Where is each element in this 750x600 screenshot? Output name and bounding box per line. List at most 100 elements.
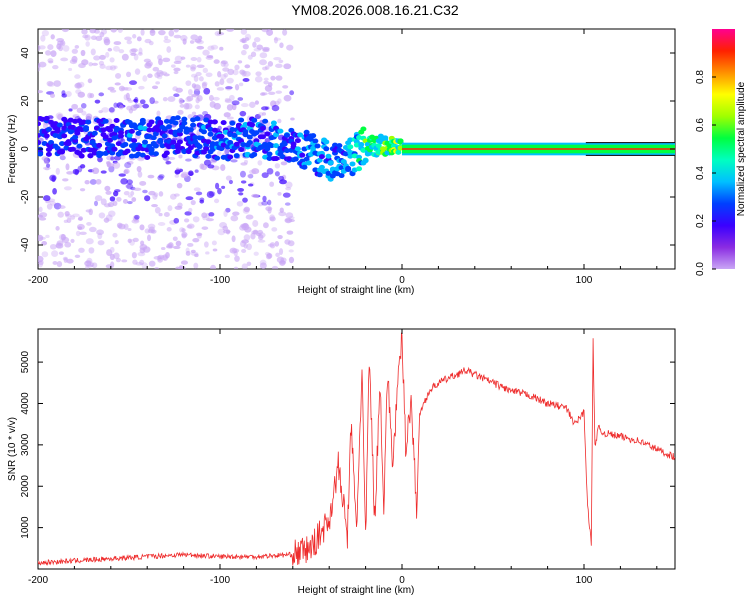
heatmap-cell (115, 141, 122, 147)
heatmap-cell (207, 45, 215, 51)
heatmap-cell (228, 94, 235, 101)
heatmap-cell (251, 152, 258, 158)
heatmap-cell (50, 34, 55, 40)
heatmap-cell (164, 35, 169, 40)
heatmap-cell (252, 219, 259, 227)
heatmap-cell (102, 134, 109, 140)
heatmap-cell (86, 221, 92, 226)
heatmap-cell (224, 254, 231, 259)
heatmap-cell (287, 240, 295, 247)
heatmap-cell (211, 240, 217, 246)
heatmap-cell (192, 135, 199, 141)
heatmap-cell (76, 107, 84, 114)
heatmap-cell (148, 260, 156, 267)
heatmap-cell (97, 240, 105, 246)
heatmap-cell (289, 90, 295, 96)
heatmap-cell (173, 34, 182, 39)
heatmap-cell (65, 139, 72, 145)
heatmap-cell (38, 234, 44, 242)
heatmap-cell (194, 104, 200, 110)
heatmap-cell (94, 29, 100, 34)
heatmap-cell (79, 231, 87, 235)
heatmap-cell (264, 65, 270, 70)
colorbar-tick-label: 0.2 (695, 214, 706, 228)
heatmap-cell (91, 150, 98, 156)
heatmap-cell (261, 200, 269, 206)
heatmap-cell (185, 80, 192, 86)
heatmap-cell (259, 125, 266, 131)
heatmap-cell (149, 97, 155, 105)
heatmap-cell (56, 260, 63, 268)
heatmap-cell (181, 116, 188, 122)
heatmap-cell (217, 187, 222, 195)
heatmap-cell (44, 167, 50, 171)
heatmap-cell (173, 70, 179, 75)
heatmap-cell (43, 115, 50, 121)
heatmap-cell (113, 45, 120, 52)
heatmap-cell (211, 127, 218, 133)
heatmap-cell (132, 237, 139, 243)
heatmap-cell (312, 138, 319, 144)
heatmap-cell (74, 82, 83, 89)
heatmap-cell (70, 215, 76, 220)
heatmap-cell (128, 128, 135, 134)
heatmap-cell (173, 93, 180, 98)
heatmap-cell (91, 62, 99, 66)
heatmap-cell (120, 178, 128, 185)
heatmap-cell (151, 85, 159, 90)
heatmap-cell (108, 107, 115, 113)
heatmap-cell (190, 249, 196, 254)
heatmap-cell (257, 160, 263, 166)
heatmap-cell (271, 265, 279, 269)
heatmap-cell (227, 154, 234, 160)
heatmap-cell (126, 97, 131, 101)
heatmap-cell (176, 131, 183, 137)
heatmap-cell (253, 37, 261, 43)
heatmap-cell (234, 255, 240, 262)
heatmap-cell (277, 118, 282, 124)
heatmap-cell (238, 192, 244, 196)
heatmap-cell (78, 81, 85, 88)
heatmap-cell (64, 211, 70, 217)
heatmap-cell (224, 99, 232, 104)
heatmap-cell (128, 153, 135, 159)
x-tick-label: -200 (28, 275, 48, 286)
heatmap-cell (127, 238, 132, 244)
heatmap-cell (108, 165, 115, 173)
heatmap-cell (116, 222, 123, 229)
heatmap-cell (139, 247, 146, 254)
heatmap-cell (183, 129, 190, 135)
heatmap-cell (74, 74, 81, 79)
heatmap-cell (168, 156, 176, 160)
heatmap-cell (123, 223, 129, 230)
heatmap-cell (254, 114, 261, 120)
heatmap-cell (75, 230, 81, 237)
heatmap-cell (39, 212, 48, 218)
heatmap-cell (124, 184, 132, 189)
heatmap-cell (72, 213, 80, 218)
heatmap-cell (80, 103, 87, 109)
heatmap-cell (78, 153, 85, 159)
heatmap-cell (195, 232, 203, 237)
heatmap-cell (40, 35, 46, 42)
heatmap-cell (253, 47, 262, 52)
heatmap-cell (318, 154, 325, 160)
heatmap-cell (100, 29, 108, 35)
heatmap-cell (263, 80, 269, 85)
heatmap-cell (219, 222, 228, 229)
heatmap-cell (190, 122, 197, 128)
heatmap-cell (275, 63, 283, 68)
heatmap-cell (242, 43, 249, 50)
heatmap-cell (58, 205, 66, 209)
heatmap-cell (312, 167, 319, 173)
heatmap-cell (186, 95, 194, 102)
heatmap-cell (277, 235, 283, 240)
heatmap-cell (225, 86, 233, 90)
heatmap-cell (194, 116, 201, 122)
heatmap-cell (56, 122, 63, 128)
heatmap-cell (202, 110, 209, 116)
heatmap-cell (61, 29, 69, 33)
heatmap-cell (179, 227, 185, 233)
heatmap-cell (285, 212, 294, 219)
heatmap-cell (172, 245, 181, 250)
